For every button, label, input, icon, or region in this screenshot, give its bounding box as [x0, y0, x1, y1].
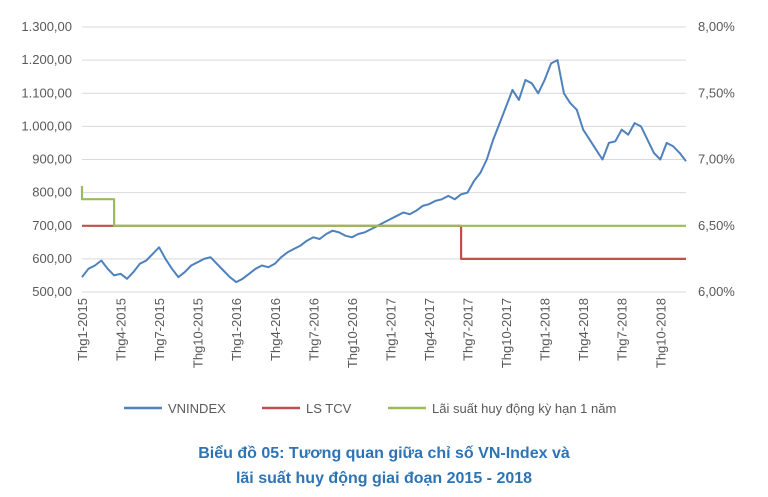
x-tick-label: Thg7-2017	[461, 298, 476, 361]
y-left-tick-label: 1.300,00	[21, 19, 72, 34]
series-line-vnindex	[81, 59, 687, 284]
y-right-axis: 6,00% 6,50% 7,00% 7,50% 8,00%	[698, 19, 735, 299]
legend-vnindex-label: VNINDEX	[168, 401, 226, 416]
legend: VNINDEX LS TCV Lãi suất huy động kỳ hạn 1 …	[124, 401, 616, 416]
chart-caption-line-1: Biểu đồ 05: Tương quan giữa chỉ số VN-In…	[198, 445, 570, 462]
y-left-tick-label: 500,00	[32, 284, 72, 299]
y-left-tick-label: 1.100,00	[21, 85, 72, 100]
x-tick-label: Thg4-2018	[576, 298, 591, 361]
x-tick-label: Thg4-2016	[268, 298, 283, 361]
grid-layer	[82, 26, 686, 293]
x-tick-label: Thg10-2016	[345, 298, 360, 368]
y-left-axis: 500,00 600,00 700,00 800,00 900,00 1.000,00 1.…	[21, 19, 72, 299]
y-right-tick-label: 6,50%	[698, 218, 735, 233]
x-tick-label: Thg10-2018	[653, 298, 668, 368]
y-right-tick-label: 7,50%	[698, 85, 735, 100]
x-tick-label: Thg10-2015	[191, 298, 206, 368]
series-layer	[80, 59, 687, 284]
series-line-ls-tcv	[82, 224, 686, 260]
y-left-tick-label: 1.000,00	[21, 118, 72, 133]
x-tick-label: Thg4-2015	[114, 298, 129, 361]
y-left-tick-label: 800,00	[32, 185, 72, 200]
legend-ls-tcv-label: LS TCV	[306, 401, 352, 416]
x-tick-label: Thg1-2015	[75, 298, 90, 361]
x-tick-label: Thg7-2015	[152, 298, 167, 361]
y-left-tick-label: 600,00	[32, 251, 72, 266]
y-right-tick-label: 7,00%	[698, 152, 735, 167]
series-line-lai-suat	[80, 186, 686, 227]
y-left-tick-label: 700,00	[32, 218, 72, 233]
x-tick-label: Thg10-2017	[499, 298, 514, 368]
legend-lai-suat-label: Lãi suất huy động kỳ hạn 1 năm	[432, 401, 616, 416]
y-left-tick-label: 1.200,00	[21, 52, 72, 67]
y-right-tick-label: 6,00%	[698, 284, 735, 299]
x-tick-label: Thg1-2016	[229, 298, 244, 361]
x-tick-label: Thg1-2018	[538, 298, 553, 361]
x-tick-label: Thg1-2017	[383, 298, 398, 361]
x-tick-label: Thg4-2017	[422, 298, 437, 361]
x-axis: Thg1-2015 Thg4-2015 Thg7-2015 Thg10-2015 Thg…	[75, 298, 668, 368]
chart-caption-line-2: lãi suất huy động giai đoạn 2015 - 2018	[235, 470, 533, 487]
x-tick-label: Thg7-2018	[615, 298, 630, 361]
y-left-tick-label: 900,00	[32, 152, 72, 167]
x-tick-label: Thg7-2016	[306, 298, 321, 361]
y-right-tick-label: 8,00%	[698, 19, 735, 34]
